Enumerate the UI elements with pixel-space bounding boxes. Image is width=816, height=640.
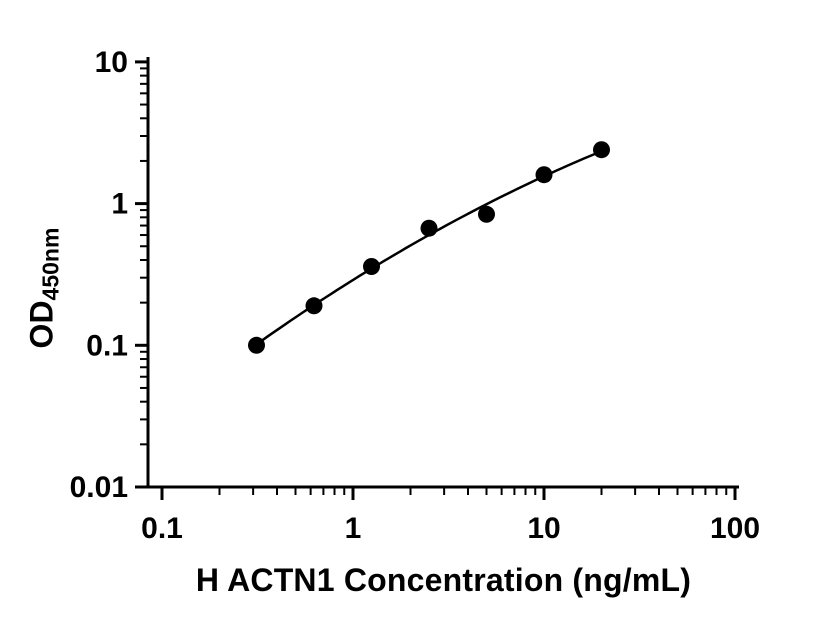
x-tick-label: 0.1 xyxy=(141,512,183,545)
data-point xyxy=(363,258,380,275)
x-tick-label: 100 xyxy=(710,512,760,545)
data-point xyxy=(478,205,495,223)
x-tick-label: 1 xyxy=(345,512,362,545)
y-axis-title-subscript: 450nm xyxy=(37,227,64,301)
x-axis-title: H ACTN1 Concentration (ng/mL) xyxy=(195,562,692,598)
y-axis-title: OD450nm xyxy=(24,228,65,349)
y-tick-label: 1 xyxy=(111,188,128,221)
data-point xyxy=(305,297,323,315)
y-tick-label: 10 xyxy=(95,46,128,79)
y-tick-label: 0.01 xyxy=(70,471,128,504)
data-point xyxy=(593,141,610,159)
data-point xyxy=(535,166,553,184)
data-point xyxy=(248,336,265,354)
y-tick-label: 0.1 xyxy=(86,329,128,362)
y-axis-title-main: OD xyxy=(23,300,60,349)
data-point xyxy=(420,219,438,237)
x-tick-label: 10 xyxy=(527,512,560,545)
